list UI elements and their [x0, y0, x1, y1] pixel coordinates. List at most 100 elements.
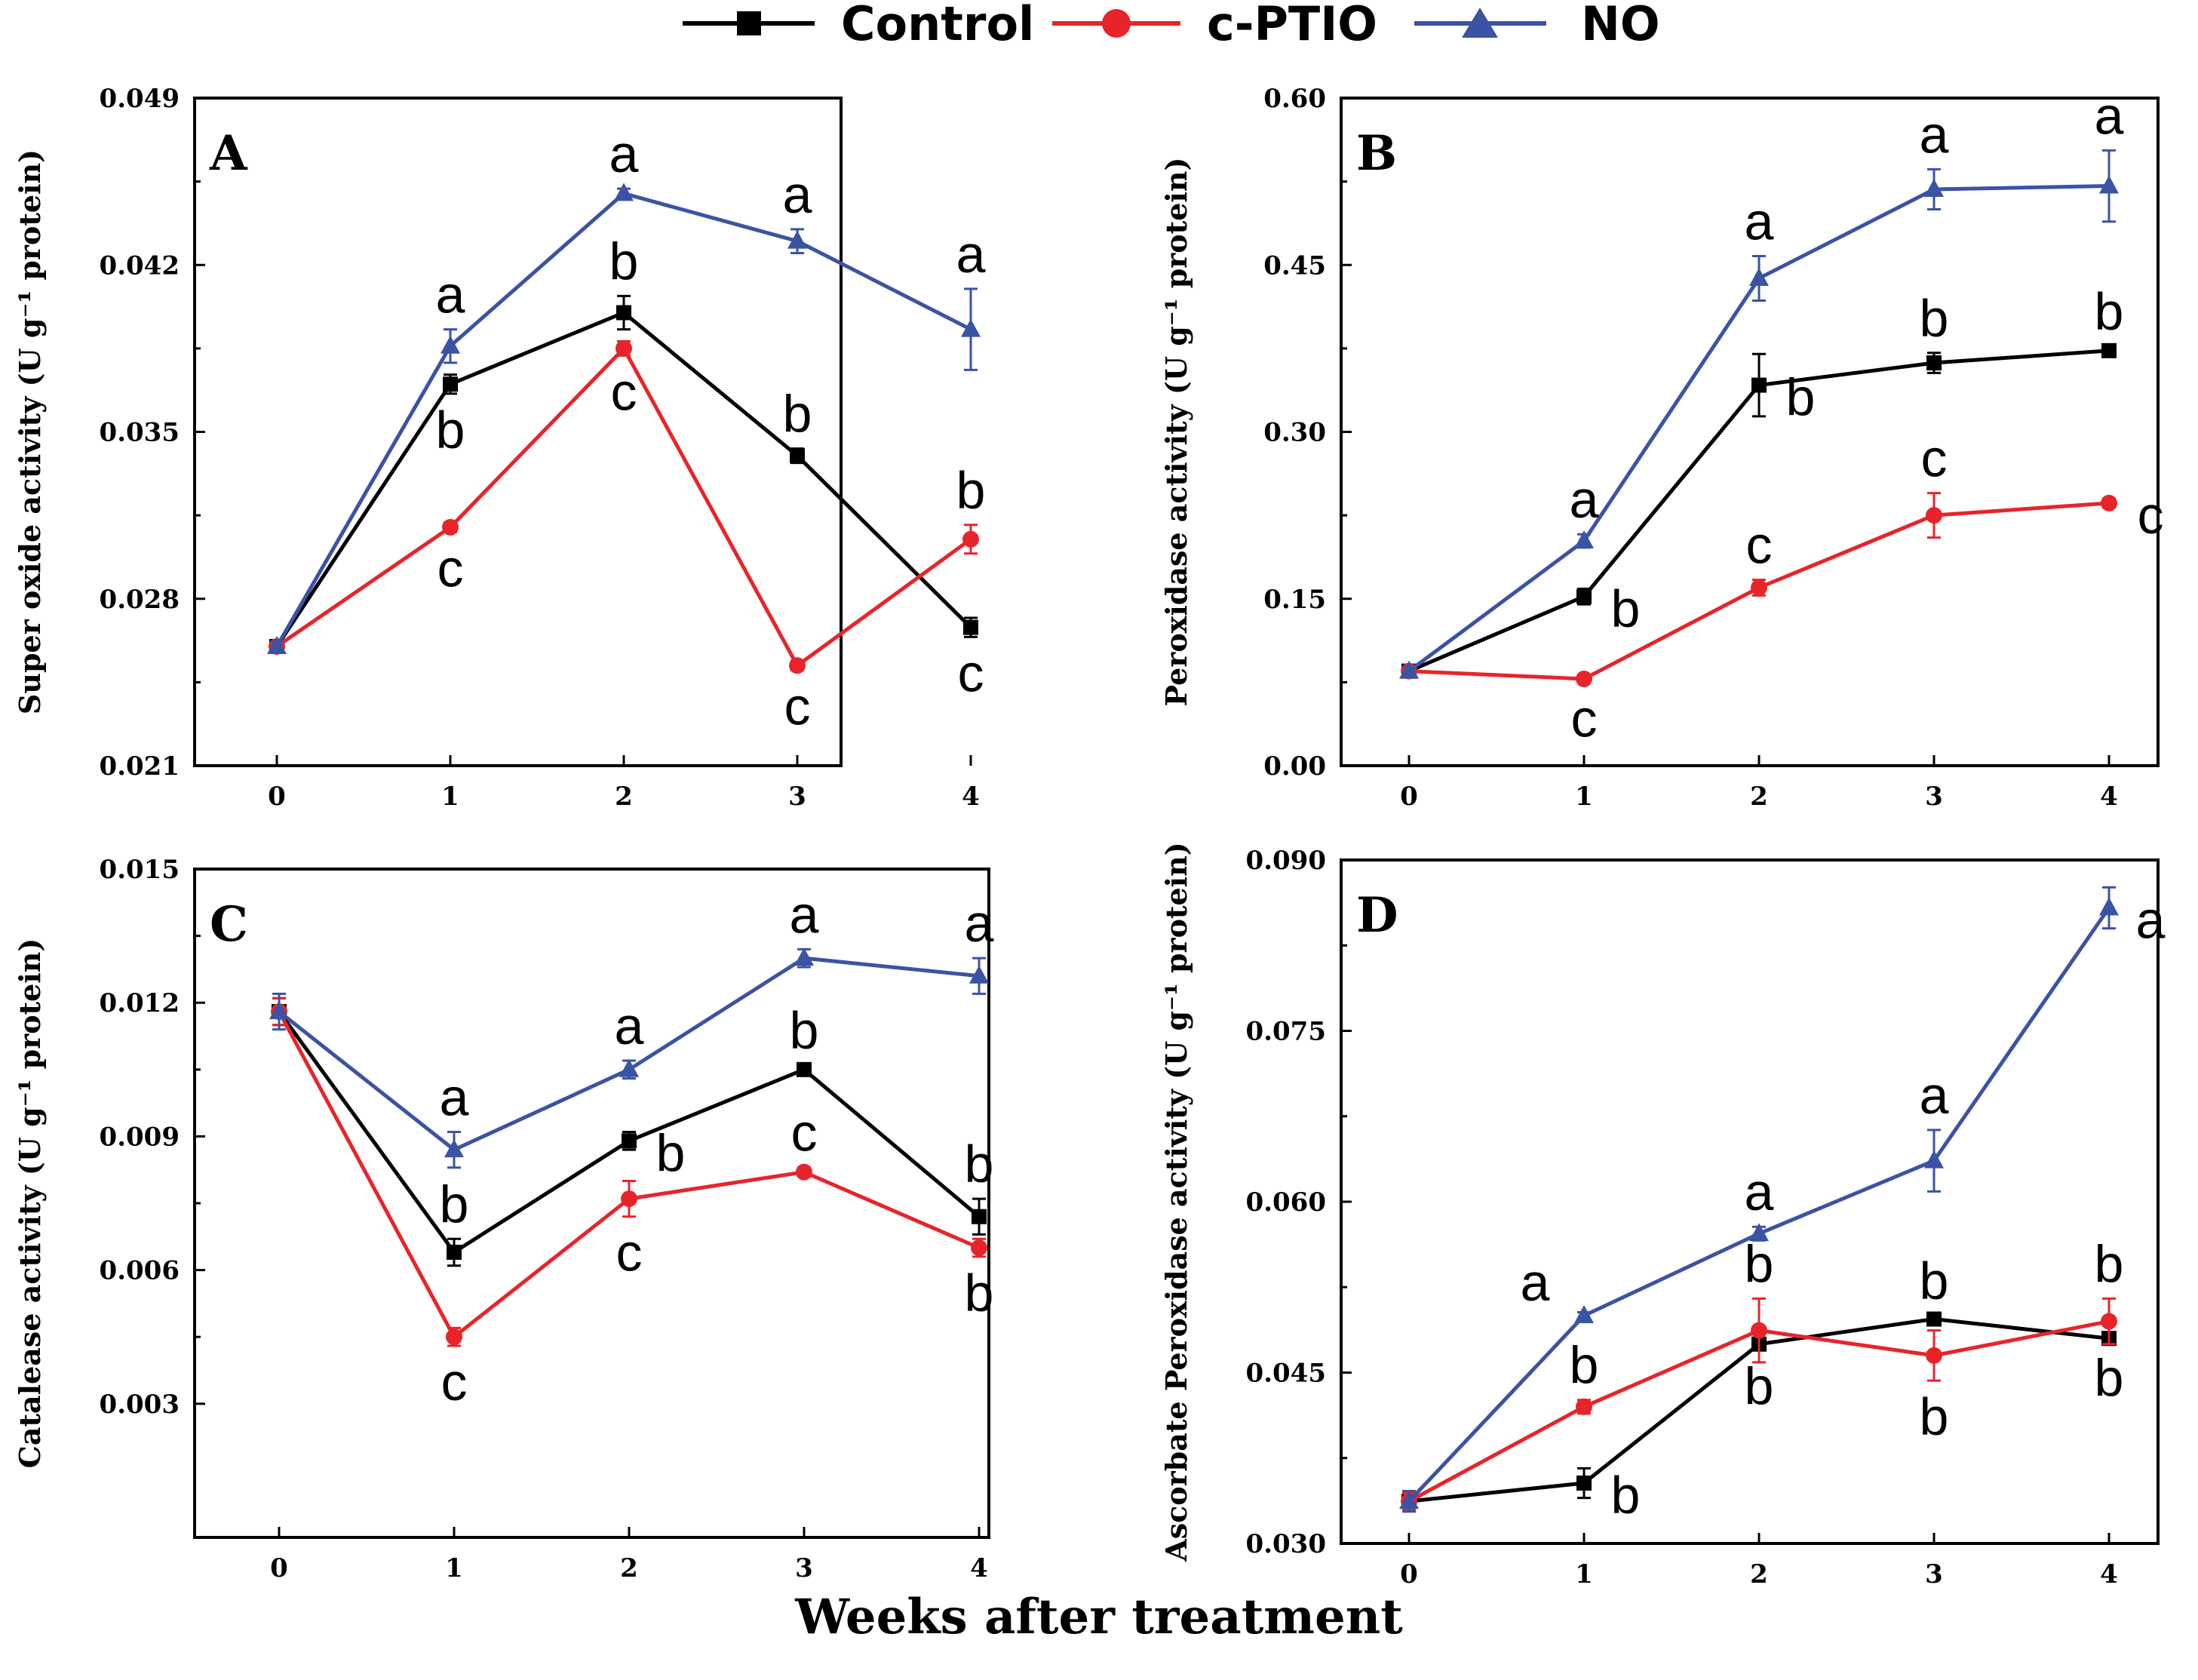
- x-tick-label: 2: [1750, 1559, 1768, 1589]
- data-point: [1399, 1491, 1419, 1510]
- x-tick-label: 1: [1575, 1559, 1593, 1589]
- significance-label: b: [1786, 368, 1816, 427]
- significance-label: b: [956, 461, 986, 520]
- data-point: [443, 376, 458, 392]
- significance-label: a: [1570, 470, 1599, 529]
- significance-label: c: [958, 643, 984, 702]
- y-tick-label: 0.30: [1263, 418, 1326, 448]
- y-tick-label: 0.015: [100, 855, 180, 885]
- data-point: [1399, 660, 1419, 679]
- data-point: [794, 947, 814, 966]
- x-tick-label: 3: [1925, 782, 1943, 812]
- y-tick-label: 0.090: [1246, 846, 1326, 876]
- data-point: [1576, 1475, 1592, 1491]
- significance-label: b: [965, 1135, 994, 1193]
- series-no: a a a a: [1399, 86, 2124, 679]
- y-tick-label: 0.045: [1246, 1359, 1326, 1389]
- data-point: [790, 448, 805, 464]
- y-axis-label: Ascorbate Peroxidase activity (U g⁻¹ pro…: [1159, 842, 1193, 1562]
- x-tick-label: 4: [2100, 1559, 2118, 1589]
- significance-label: a: [783, 165, 812, 224]
- significance-label: a: [1920, 1066, 1949, 1125]
- data-point: [1926, 1347, 1942, 1364]
- series-control: b b b c: [269, 232, 984, 702]
- x-tick-label: 2: [620, 1553, 638, 1583]
- significance-label: b: [1920, 1387, 1949, 1446]
- significance-label: b: [436, 401, 465, 459]
- significance-label: c: [611, 362, 637, 421]
- significance-label: b: [440, 1175, 469, 1233]
- data-point: [442, 518, 459, 536]
- data-point: [2101, 494, 2117, 511]
- data-point: [621, 1190, 637, 1208]
- data-point: [616, 305, 631, 321]
- legend-item-control: Control: [683, 0, 1034, 51]
- panel-letter: D: [1356, 887, 1398, 944]
- significance-label: a: [440, 1067, 469, 1126]
- data-point: [1926, 355, 1942, 371]
- x-tick-label: 3: [788, 782, 806, 812]
- x-tick-label: 0: [1400, 782, 1418, 812]
- significance-label: b: [1611, 579, 1641, 638]
- data-point: [1576, 588, 1592, 604]
- y-tick-label: 0.00: [1263, 751, 1326, 782]
- data-point: [787, 230, 807, 249]
- significance-label: b: [1920, 289, 1949, 348]
- panel-letter: C: [210, 896, 248, 953]
- x-axis-label: Weeks after treatment: [794, 1589, 1403, 1645]
- panel-b: 0 1 2 3 4 0.00 0.15 0.30 0.45 0.60 Peroxidase acti…: [1159, 84, 2164, 812]
- significance-label: c: [2138, 486, 2164, 545]
- significance-label: b: [2095, 1349, 2124, 1408]
- legend: Control c-PTIO NO: [683, 0, 1660, 51]
- series-no: a a a a: [267, 124, 986, 654]
- significance-label: b: [2095, 282, 2124, 341]
- x-tick-label: 1: [441, 782, 459, 812]
- significance-label: b: [2095, 1234, 2124, 1293]
- data-point: [444, 1139, 464, 1158]
- significance-label: b: [783, 385, 812, 444]
- x-tick-label: 0: [268, 782, 286, 812]
- legend-label-control: Control: [841, 0, 1034, 51]
- data-point: [1751, 377, 1767, 393]
- x-tick-label: 1: [445, 1553, 463, 1583]
- legend-label-no: NO: [1581, 0, 1660, 51]
- significance-label: b: [1745, 1234, 1774, 1293]
- significance-label: a: [615, 997, 644, 1055]
- significance-label: a: [965, 894, 994, 953]
- data-point: [1574, 530, 1594, 549]
- significance-label: c: [1921, 429, 1948, 488]
- legend-item-no: NO: [1414, 0, 1660, 51]
- y-tick-label: 0.028: [100, 585, 180, 615]
- x-tick-label: 0: [1400, 1559, 1418, 1589]
- significance-label: b: [1570, 1336, 1599, 1395]
- data-point: [1751, 579, 1767, 596]
- significance-label: c: [791, 1104, 818, 1162]
- data-point: [961, 318, 981, 337]
- x-tick-label: 3: [795, 1553, 813, 1583]
- significance-label: b: [1611, 1466, 1641, 1525]
- y-axis-label: Super oxide activity (U g⁻¹ protein): [13, 149, 47, 714]
- data-point: [619, 1058, 639, 1077]
- x-tick-label: 2: [615, 782, 633, 812]
- series-control: b b b b: [1401, 282, 2123, 679]
- significance-label: a: [1745, 1162, 1774, 1221]
- y-axis-label: Catalease activity (U g⁻¹ protein): [13, 938, 47, 1469]
- legend-label-c-ptio: c-PTIO: [1207, 0, 1377, 51]
- panel-d: 0 1 2 3 4 0.030 0.045 0.060 0.075 0.090 Ascorbate …: [1159, 842, 2166, 1589]
- significance-label: a: [2136, 890, 2166, 949]
- significance-label: c: [784, 677, 811, 736]
- y-axis-label: Peroxidase activity (U g⁻¹ protein): [1159, 158, 1193, 707]
- data-point: [796, 1163, 812, 1181]
- y-tick-label: 0.006: [100, 1256, 180, 1286]
- data-point: [969, 965, 989, 984]
- data-point: [1576, 670, 1592, 687]
- data-point: [614, 183, 634, 201]
- y-tick-label: 0.45: [1263, 250, 1326, 281]
- y-tick-label: 0.042: [100, 250, 180, 281]
- significance-label: a: [1920, 105, 1949, 164]
- plot-frame: [193, 97, 843, 767]
- y-tick-label: 0.60: [1263, 84, 1326, 114]
